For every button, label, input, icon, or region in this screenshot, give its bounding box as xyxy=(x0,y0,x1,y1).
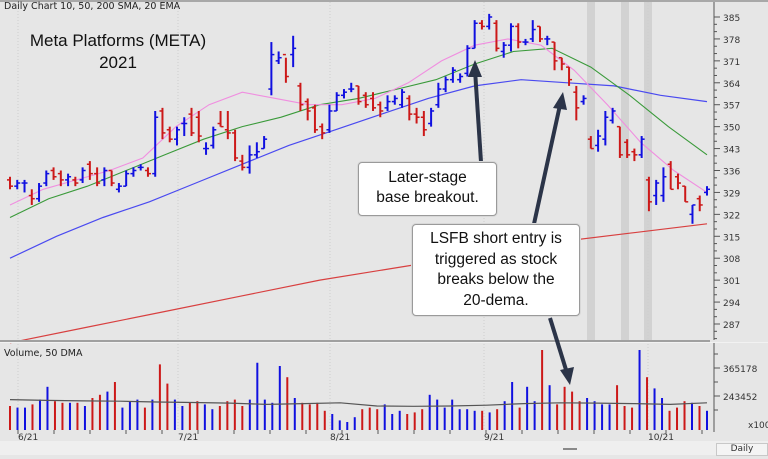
svg-text:365178: 365178 xyxy=(723,365,758,375)
volume-panel-label: Volume, 50 DMA xyxy=(4,348,83,359)
svg-text:8/21: 8/21 xyxy=(330,433,350,443)
breakout-callout: Later-stage base breakout. xyxy=(358,162,497,216)
svg-text:343: 343 xyxy=(723,146,740,156)
svg-text:350: 350 xyxy=(723,124,740,134)
svg-text:357: 357 xyxy=(723,102,740,112)
chart-title: Meta Platforms (META) 2021 xyxy=(18,30,218,74)
arrow-up-icon xyxy=(468,60,482,77)
scroll-handle[interactable] xyxy=(563,448,577,450)
svg-text:371: 371 xyxy=(723,58,740,68)
price-bars xyxy=(7,13,710,224)
date-axis: 6/21 7/21 8/21 9/21 10/21 xyxy=(17,430,703,443)
svg-text:9/21: 9/21 xyxy=(484,433,504,443)
price-axis: 385 378 371 364 357 350 343 336 329 322 315 308 301 2… xyxy=(713,2,740,340)
svg-text:322: 322 xyxy=(723,211,740,221)
chart-settings-label: Daily Chart 10, 50, 200 SMA, 20 EMA xyxy=(4,1,181,12)
title-line-2: 2021 xyxy=(99,53,137,72)
volume-ma-line xyxy=(9,399,708,407)
svg-text:x100: x100 xyxy=(748,421,768,431)
svg-text:6/21: 6/21 xyxy=(18,433,38,443)
svg-text:301: 301 xyxy=(723,277,740,287)
svg-text:336: 336 xyxy=(723,168,740,178)
svg-text:364: 364 xyxy=(723,80,740,90)
svg-text:378: 378 xyxy=(723,36,740,46)
svg-text:243452: 243452 xyxy=(723,393,757,403)
period-daily-button[interactable]: Daily xyxy=(716,443,768,456)
svg-text:294: 294 xyxy=(723,299,740,309)
lsfb-callout: LSFB short entry is triggered as stock b… xyxy=(412,224,580,316)
volume-axis: 365178 243452 x100 xyxy=(713,343,768,432)
title-line-1: Meta Platforms (META) xyxy=(29,31,207,50)
svg-text:7/21: 7/21 xyxy=(178,433,198,443)
annotation-arrows xyxy=(468,60,574,385)
svg-text:287: 287 xyxy=(723,321,740,331)
svg-text:10/21: 10/21 xyxy=(648,433,674,443)
volume-bars xyxy=(9,350,708,430)
svg-text:308: 308 xyxy=(723,255,740,265)
arrow-up-icon xyxy=(553,92,567,110)
arrow-down-icon xyxy=(560,367,574,385)
svg-text:329: 329 xyxy=(723,189,740,199)
svg-text:315: 315 xyxy=(723,233,740,243)
svg-text:385: 385 xyxy=(723,14,740,24)
highlight-columns xyxy=(587,2,652,340)
